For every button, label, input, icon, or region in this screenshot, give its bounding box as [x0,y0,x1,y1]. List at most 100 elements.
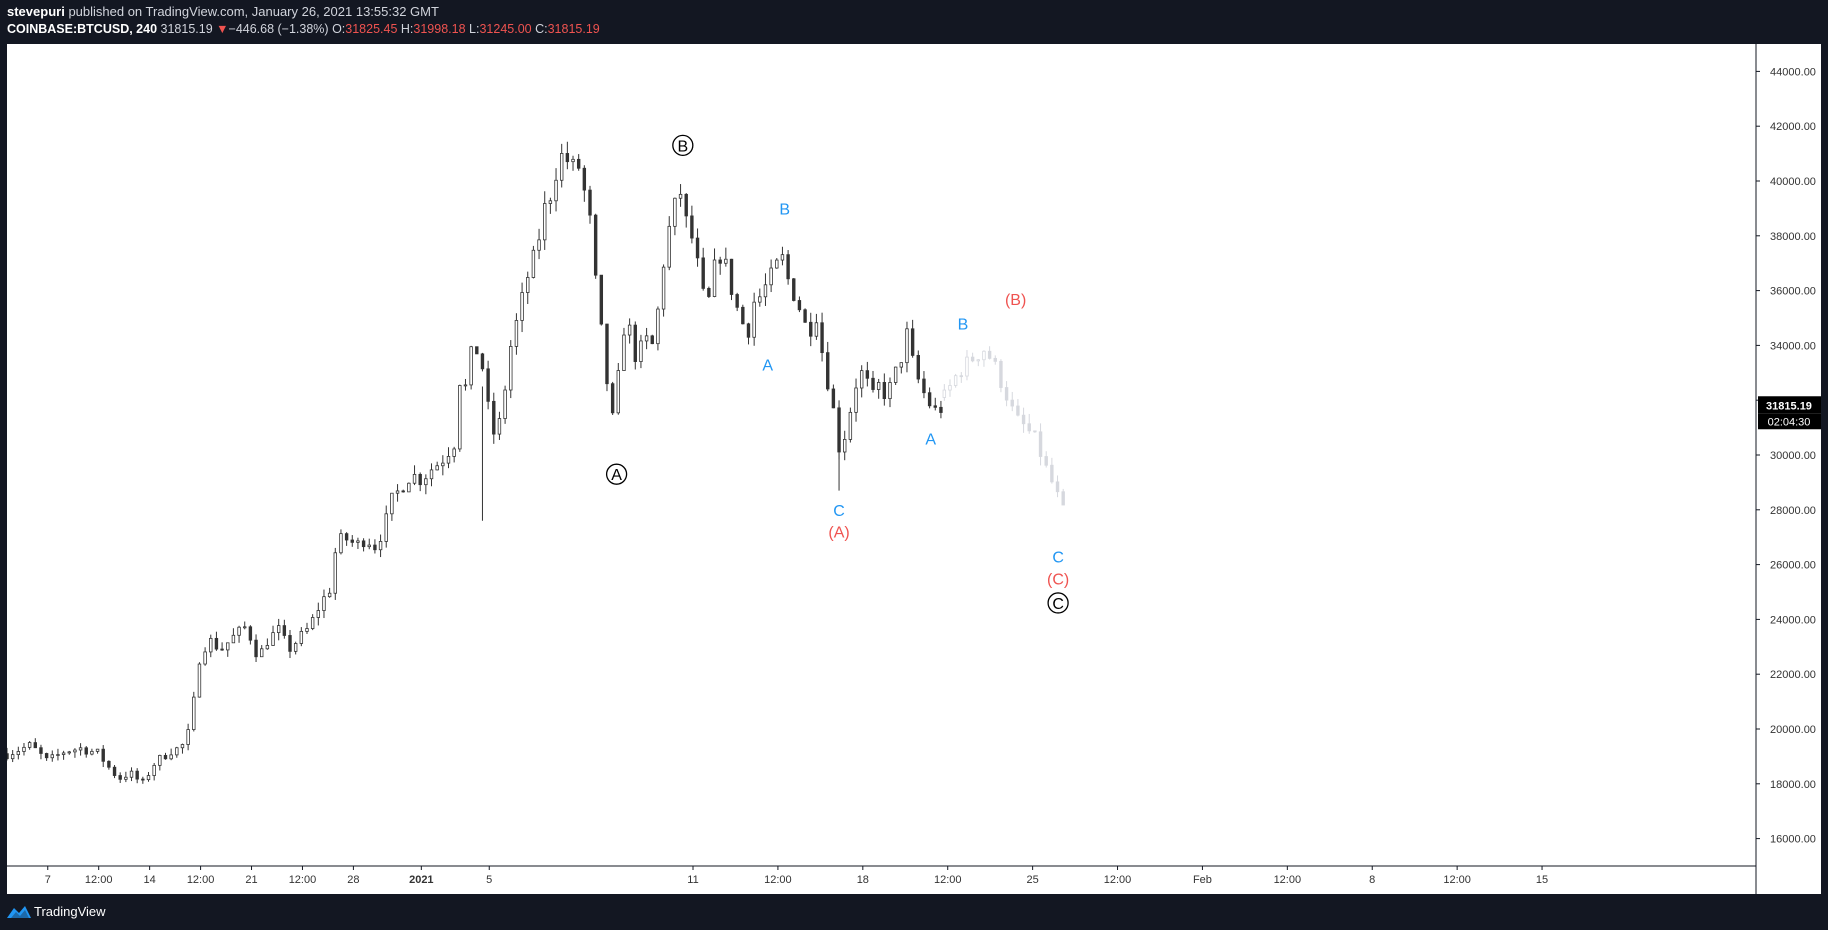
price-candle [893,366,898,383]
price-candle [367,544,371,548]
projection-candle [965,356,969,377]
author-name[interactable]: stevepuri [7,4,65,19]
x-tick-label: 12:00 [764,874,792,886]
price-candle [327,592,332,598]
price-candle [593,214,598,276]
price-candle [684,193,688,217]
x-tick-label: 2021 [409,874,433,886]
last-price-label: 31815.19 [1766,400,1812,412]
price-candle [135,770,139,780]
price-candle [141,778,145,781]
wave-label-circle [605,463,628,485]
y-tick-label: 40000.00 [1770,176,1816,188]
price-candle [458,385,462,450]
price-candle [724,258,728,264]
price-candle [271,632,275,646]
price-candle [33,742,38,749]
bar-countdown-label: 02:04:30 [1768,416,1811,428]
wave-label: C [1052,596,1064,613]
price-candle [543,203,547,241]
price-candle [107,760,111,768]
price-candle [656,308,660,345]
price-candle [220,648,224,651]
price-candle [871,377,875,390]
price-candle [576,158,581,169]
price-candle [39,747,43,754]
price-candle [293,643,298,652]
price-candle [792,278,796,301]
price-candle [186,729,190,745]
candles-layer [7,141,943,784]
price-candle [814,322,819,337]
price-candle [316,610,321,618]
price-candle [356,540,360,543]
tradingview-logo-icon[interactable] [6,904,32,920]
price-candle [876,382,881,390]
price-candle [429,469,434,480]
chart-background [7,44,1821,894]
projection-candle [959,375,964,378]
price-candle [373,544,377,551]
price-candle [384,513,388,542]
price-candle [463,384,468,387]
x-tick-label: Feb [1193,874,1212,886]
price-candle [95,748,100,752]
price-candle [180,744,185,749]
projection-candle [1004,387,1009,401]
price-candle [101,748,105,762]
price-candle [678,193,683,199]
price-candle [661,266,666,310]
projection-candle [942,389,947,398]
price-candle [509,346,513,391]
price-candle [520,292,524,321]
footer-brand[interactable]: TradingView [34,904,106,919]
low-label: L: [469,22,480,36]
price-candle [288,635,292,652]
price-candle [480,353,485,370]
price-candle [333,552,337,594]
price-candle [888,382,892,400]
wave-label-circle [672,134,694,157]
x-tick-label: 18 [857,874,869,886]
price-candle [797,300,802,311]
price-candle [7,753,9,760]
price-candle [492,400,496,435]
price-candle [559,153,564,181]
publish-line: stevepuri published on TradingView.com, … [7,4,439,19]
wave-label: B [677,138,688,155]
price-chart[interactable]: A B A B C (A) (B) A B C (C) C 16000.00 18000.00 20000… [7,44,1821,894]
close-label: C: [535,22,548,36]
x-tick-label: 12:00 [85,874,113,886]
y-tick-label: 26000.00 [1770,560,1816,572]
price-candle [729,258,734,295]
time-scale[interactable]: 7 12:00 14 12:00 21 12:00 28 2021 5 11 12:00 18 12:0… [45,866,1548,886]
symbol-label[interactable]: COINBASE:BTCUSD, 240 [7,22,158,36]
y-tick-label: 20000.00 [1770,724,1816,736]
price-candle [390,492,394,515]
price-candle [899,362,904,368]
wave-label: A [925,432,936,449]
price-candle [610,383,615,414]
price-candle [67,751,71,754]
price-candle [859,370,864,389]
x-tick-label: 12:00 [1104,874,1132,886]
price-candle [322,596,326,611]
price-candle [605,323,609,385]
price-candle [922,378,926,394]
price-candle [780,254,785,261]
y-tick-label: 22000.00 [1770,669,1816,681]
price-candle [854,387,858,413]
price-candle [10,754,15,760]
projection-candle [953,375,958,386]
price-candle [627,324,632,336]
price-candle [214,637,219,650]
x-tick-label: 7 [45,874,51,886]
last-price: 31815.19 [160,22,213,36]
price-candle [203,651,207,665]
price-candle [497,418,502,435]
wave-label: B [779,201,790,218]
price-candle [446,456,451,464]
projection-candle [987,350,992,359]
x-tick-label: 28 [347,874,359,886]
price-candle [339,533,343,554]
